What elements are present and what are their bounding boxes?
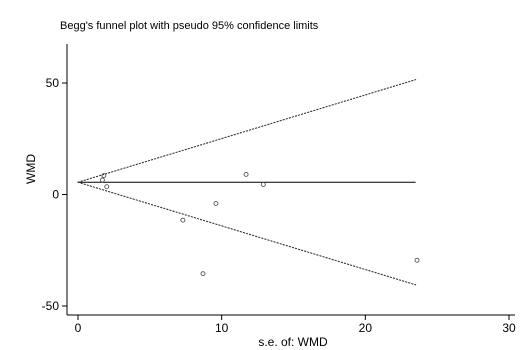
data-point (260, 182, 266, 187)
upper-confidence-limit-line (77, 79, 417, 183)
data-point (180, 217, 186, 223)
y-tick-label: -50 (42, 299, 60, 313)
funnel-lines (77, 79, 417, 286)
data-point (243, 171, 249, 177)
data-point (104, 184, 110, 190)
chart-title: Begg's funnel plot with pseudo 95% confi… (60, 20, 319, 32)
data-points (99, 171, 420, 277)
data-point (414, 257, 420, 263)
axes: -50 0 50 0 10 20 30 (42, 44, 516, 335)
y-tick-label: 50 (46, 76, 60, 90)
y-axis-label: WMD (24, 154, 38, 184)
data-point (200, 271, 206, 277)
data-point (213, 200, 219, 206)
lower-confidence-limit-line (77, 181, 417, 286)
x-tick-label: 20 (359, 321, 373, 335)
x-tick-label: 10 (215, 321, 229, 335)
x-tick-label: 30 (502, 321, 516, 335)
x-tick-label: 0 (75, 321, 82, 335)
data-point (101, 173, 107, 178)
x-axis-label: s.e. of: WMD (258, 335, 328, 349)
y-tick-label: 0 (52, 188, 59, 202)
data-point (99, 177, 105, 183)
